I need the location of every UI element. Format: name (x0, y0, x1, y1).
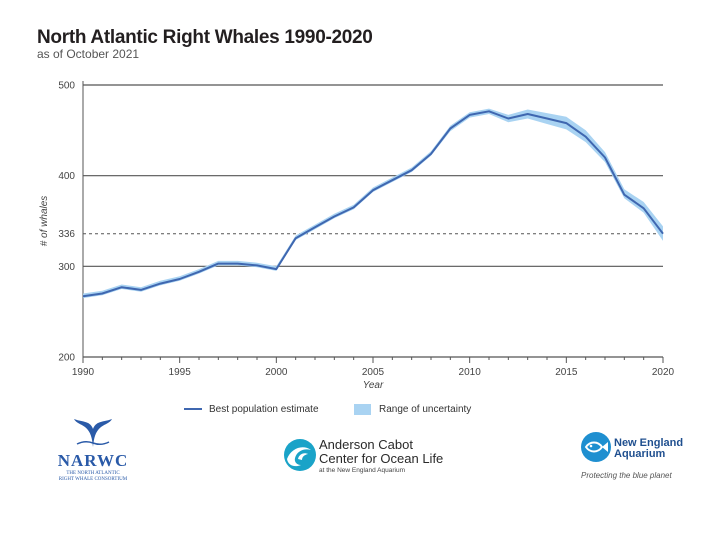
legend-best-estimate-label: Best population estimate (209, 404, 319, 415)
x-tick-label-2015: 2015 (555, 367, 578, 378)
chart-subtitle: as of October 2021 (37, 47, 140, 61)
y-tick-label-300: 300 (58, 262, 75, 273)
fish-icon (581, 432, 611, 462)
x-tick-label-2000: 2000 (265, 367, 288, 378)
anderson-cabot-line2: Center for Ocean Life (319, 451, 444, 466)
best-estimate-line (82, 110, 664, 298)
nea-tagline: Protecting the blue planet (581, 471, 672, 480)
x-tick-label-1995: 1995 (169, 367, 192, 378)
legend-item-best-estimate: Best population estimate (184, 404, 319, 415)
x-tick-label-1990: 1990 (72, 367, 95, 378)
uncertainty-band (83, 108, 663, 299)
whale-tail-icon (74, 419, 112, 447)
legend-band-swatch (354, 404, 371, 415)
nea-line2: Aquarium (614, 448, 666, 460)
y-axis-title: # of whales (39, 196, 50, 247)
narwc-tagline-1: The North Atlantic (66, 471, 120, 476)
wave-circle-icon (284, 439, 316, 471)
narwc-tagline-2: Right Whale Consortium (58, 477, 128, 482)
narwc-logo: NARWC The North Atlantic Right Whale Con… (48, 414, 138, 483)
y-tick-label-200: 200 (58, 353, 75, 364)
x-tick-label-2005: 2005 (362, 367, 385, 378)
legend-item-uncertainty: Range of uncertainty (354, 404, 471, 415)
new-england-aquarium-logo: New England Aquarium Protecting the blue… (580, 431, 684, 480)
y-tick-label-336: 336 (58, 229, 75, 240)
y-tick-label-500: 500 (58, 81, 75, 92)
x-tick-label-2020: 2020 (652, 367, 675, 378)
nea-line1: New England (614, 437, 684, 449)
x-tick-label-2010: 2010 (459, 367, 482, 378)
anderson-cabot-line3: at the New England Aquarium (319, 467, 405, 474)
anderson-cabot-logo: Anderson Cabot Center for Ocean Life at … (283, 438, 443, 477)
y-tick-label-400: 400 (58, 171, 75, 182)
chart-title: North Atlantic Right Whales 1990-2020 (37, 27, 373, 48)
x-axis-title: Year (363, 380, 384, 391)
legend-uncertainty-label: Range of uncertainty (379, 404, 472, 416)
legend-line-swatch (184, 408, 202, 411)
anderson-cabot-line1: Anderson Cabot (319, 437, 413, 452)
narwc-name: NARWC (57, 451, 129, 470)
